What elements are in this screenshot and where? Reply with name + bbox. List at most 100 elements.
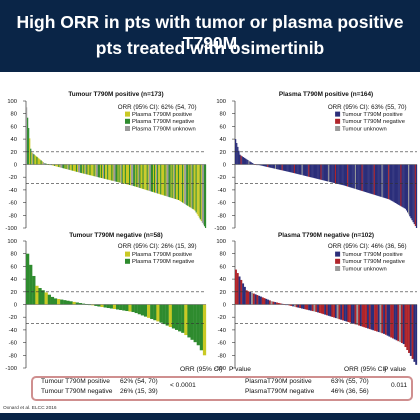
- waterfall-bar: [252, 293, 255, 305]
- waterfall-bar: [191, 164, 193, 209]
- waterfall-bar: [379, 304, 382, 333]
- waterfall-bar: [156, 304, 160, 322]
- waterfall-bar: [236, 273, 239, 305]
- citation: Oxnard et al. ELCC 2016: [3, 406, 57, 411]
- waterfall-bar: [193, 164, 195, 210]
- waterfall-bar: [101, 164, 104, 179]
- waterfall-bar: [261, 297, 264, 305]
- waterfall-bar: [298, 164, 300, 175]
- y-tick-label: 80: [11, 112, 17, 118]
- waterfall-bar: [322, 304, 325, 315]
- slide-title-line-2: pts treated with osimertinib: [95, 38, 325, 58]
- waterfall-bar: [358, 304, 361, 326]
- waterfall-bar: [107, 164, 109, 180]
- waterfall-bar: [167, 164, 169, 197]
- waterfall-bar: [57, 164, 59, 167]
- y-tick-label: -40: [9, 328, 17, 334]
- waterfall-bar: [296, 164, 298, 174]
- waterfall-bar: [350, 304, 353, 324]
- waterfall-bar: [49, 164, 52, 166]
- waterfall-bar: [33, 154, 35, 165]
- waterfall-bar: [261, 164, 263, 166]
- waterfall-bar: [273, 164, 276, 169]
- waterfall-bar: [135, 164, 137, 187]
- waterfall-bar: [324, 164, 327, 181]
- waterfall-bar: [143, 164, 145, 190]
- waterfall-bar: [64, 164, 66, 169]
- waterfall-bar: [272, 164, 274, 169]
- waterfall-bar: [168, 304, 173, 328]
- waterfall-bar: [334, 164, 337, 184]
- waterfall-bar: [375, 304, 378, 332]
- waterfall-bar: [313, 304, 316, 312]
- waterfall-bar: [357, 164, 359, 190]
- waterfall-bar: [50, 296, 55, 305]
- waterfall-bar: [400, 164, 402, 207]
- orr-label: ORR (95% CI): 26% (15, 39): [118, 243, 197, 250]
- waterfall-bar: [293, 304, 296, 307]
- waterfall-bar: [62, 164, 64, 169]
- waterfall-bar: [372, 304, 375, 331]
- legend-label: Plasma T790M negative: [132, 119, 194, 125]
- waterfall-bar: [165, 164, 167, 197]
- y-tick-label: -60: [9, 341, 17, 347]
- waterfall-bar: [337, 164, 339, 184]
- waterfall-bar: [307, 164, 309, 177]
- waterfall-bar: [249, 292, 252, 305]
- waterfall-bar: [345, 164, 348, 187]
- waterfall-bar: [311, 164, 313, 178]
- waterfall-bar: [147, 164, 149, 191]
- waterfall-bar: [363, 304, 366, 328]
- waterfall-bar: [281, 303, 284, 305]
- waterfall-bar: [153, 304, 157, 321]
- y-tick-label: 40: [11, 137, 17, 143]
- waterfall-bar: [301, 164, 303, 176]
- waterfall-bar: [266, 164, 268, 167]
- waterfall-bar: [265, 298, 268, 305]
- waterfall-bar: [70, 164, 72, 171]
- waterfall-bar: [364, 164, 367, 193]
- y-tick-label: 60: [220, 124, 226, 130]
- waterfall-bar: [125, 304, 129, 312]
- legend-swatch: [125, 111, 130, 117]
- waterfall-bar: [367, 164, 369, 193]
- waterfall-bar: [302, 304, 305, 309]
- waterfall-bar: [147, 304, 151, 318]
- waterfall-bar: [99, 164, 102, 178]
- waterfall-bar: [402, 304, 405, 345]
- waterfall-bar: [317, 304, 320, 313]
- waterfall-bar: [258, 295, 261, 305]
- waterfall-bar: [41, 161, 43, 165]
- waterfall-bar: [371, 164, 373, 195]
- waterfall-bar: [132, 164, 134, 186]
- waterfall-bar: [150, 164, 153, 192]
- waterfall-bar: [169, 164, 171, 198]
- summary-left-row-1-label: Tumour T790M positive: [41, 378, 110, 385]
- waterfall-bar: [190, 304, 194, 340]
- waterfall-bar: [57, 298, 61, 305]
- waterfall-bar: [195, 164, 197, 213]
- legend-label: Tumour T790M negative: [342, 119, 405, 125]
- waterfall-bar: [293, 164, 296, 174]
- waterfall-bar: [300, 164, 302, 175]
- waterfall-bar: [254, 294, 257, 305]
- waterfall-bar: [290, 304, 293, 306]
- waterfall-bar: [31, 152, 33, 165]
- waterfall-bar: [54, 164, 56, 166]
- waterfall-bar: [187, 304, 191, 338]
- waterfall-bar: [359, 164, 361, 191]
- waterfall-bar: [197, 164, 199, 216]
- orr-label: ORR (95% CI): 62% (54, 70): [118, 104, 197, 111]
- y-tick-label: -100: [5, 226, 17, 232]
- waterfall-bar: [386, 304, 389, 336]
- waterfall-bar: [310, 164, 312, 178]
- waterfall-bar: [247, 291, 250, 305]
- waterfall-bar: [274, 164, 277, 169]
- y-tick-label: 20: [11, 150, 17, 156]
- waterfall-bar: [172, 164, 174, 199]
- y-tick-label: 40: [11, 277, 17, 283]
- waterfall-bar: [379, 164, 381, 197]
- waterfall-bar: [76, 164, 79, 173]
- waterfall-bar: [295, 304, 298, 308]
